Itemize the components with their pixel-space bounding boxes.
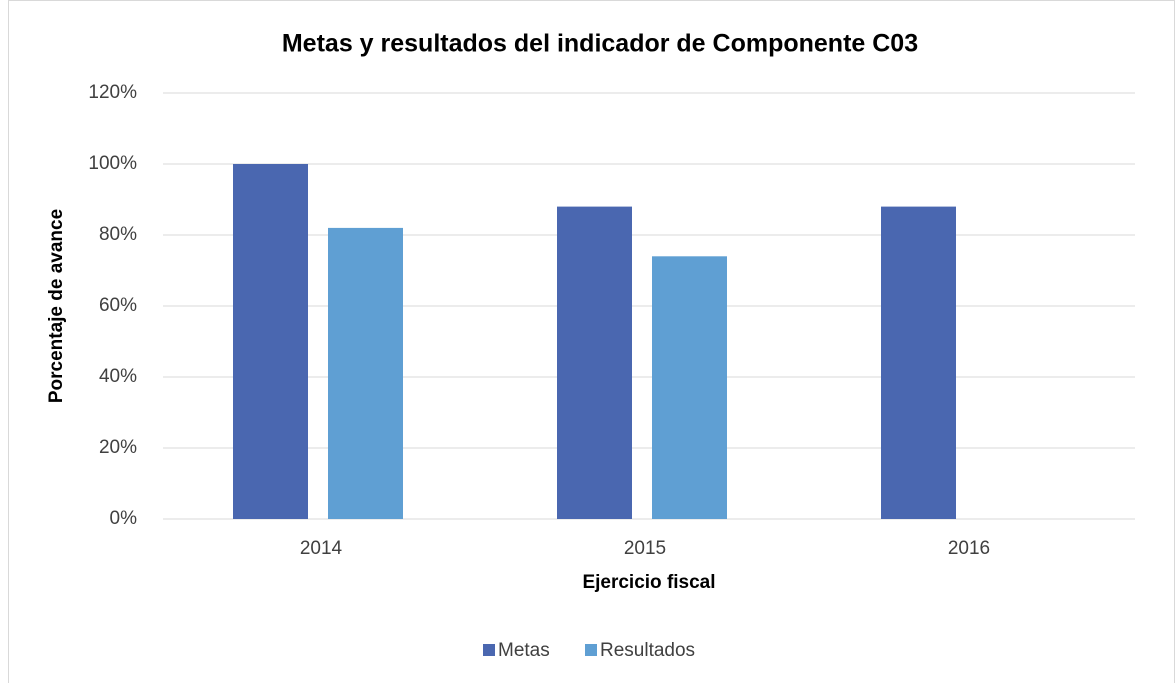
legend-swatch bbox=[585, 644, 597, 656]
x-tick-label: 2016 bbox=[948, 538, 990, 559]
bar bbox=[233, 164, 308, 519]
bar bbox=[652, 256, 727, 519]
x-axis-label: Ejercicio fiscal bbox=[582, 572, 715, 593]
bar bbox=[881, 206, 956, 519]
y-tick-label: 20% bbox=[99, 437, 137, 458]
legend-swatch bbox=[483, 644, 495, 656]
y-axis-label: Porcentaje de avance bbox=[46, 209, 67, 403]
legend-label: Resultados bbox=[600, 640, 695, 661]
y-tick-label: 40% bbox=[99, 366, 137, 387]
y-tick-label: 60% bbox=[99, 295, 137, 316]
y-tick-label: 100% bbox=[88, 153, 137, 174]
x-tick-label: 2014 bbox=[300, 538, 343, 559]
legend-label: Metas bbox=[498, 640, 550, 661]
bar bbox=[557, 206, 632, 519]
y-tick-label: 80% bbox=[99, 224, 137, 245]
chart-title: Metas y resultados del indicador de Comp… bbox=[282, 30, 918, 58]
y-tick-label: 0% bbox=[110, 508, 138, 529]
y-tick-label: 120% bbox=[88, 82, 137, 103]
bar bbox=[328, 227, 403, 519]
chart-frame bbox=[8, 0, 1175, 683]
x-tick-label: 2015 bbox=[624, 538, 666, 559]
